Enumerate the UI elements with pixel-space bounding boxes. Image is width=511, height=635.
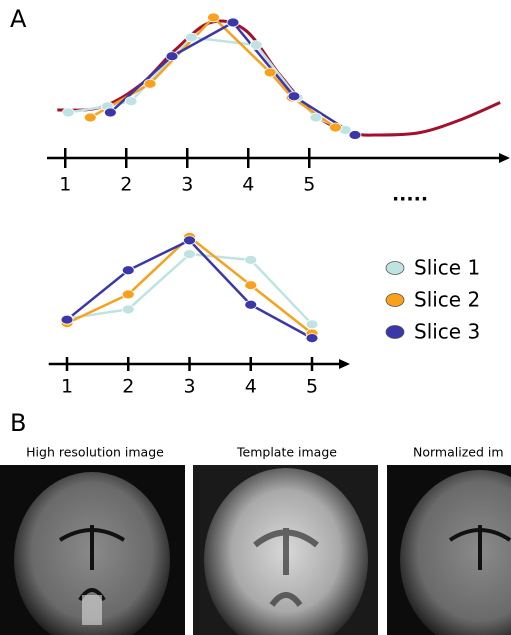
data-point <box>329 122 342 133</box>
data-point <box>61 107 75 118</box>
data-point <box>124 96 138 107</box>
data-point <box>305 319 319 330</box>
legend-label: Slice 2 <box>414 288 480 312</box>
data-point <box>183 249 196 260</box>
data-point <box>244 254 258 265</box>
annotation: ..... <box>392 184 428 206</box>
data-point <box>183 235 196 246</box>
data-point <box>249 40 263 50</box>
x-tick-label: 4 <box>245 376 257 398</box>
data-point <box>305 333 319 344</box>
data-point <box>121 304 135 315</box>
legend-marker <box>385 293 405 307</box>
x-tick-label: 1 <box>61 376 73 398</box>
axis-arrow <box>339 359 350 369</box>
x-tick-label: 5 <box>306 376 318 398</box>
data-point <box>121 265 135 276</box>
data-point <box>244 299 258 310</box>
data-point <box>103 107 117 118</box>
data-point <box>244 280 258 291</box>
data-point <box>263 67 277 78</box>
image-panel <box>0 465 511 635</box>
x-tick-label: 3 <box>181 174 193 196</box>
data-point <box>207 12 220 23</box>
image-title: High resolution image <box>26 445 164 460</box>
x-tick-label: 2 <box>120 174 132 196</box>
data-point <box>83 112 97 123</box>
legend-label: Slice 1 <box>414 256 480 280</box>
panel-label: A <box>10 5 27 33</box>
data-point <box>348 130 362 140</box>
axis-arrow <box>499 153 510 163</box>
legend-marker <box>385 325 405 339</box>
data-point <box>165 51 179 62</box>
data-point <box>60 314 74 325</box>
x-tick-label: 5 <box>303 174 315 196</box>
image-title: Template image <box>236 445 337 460</box>
data-point <box>309 112 323 123</box>
series-line <box>89 15 337 129</box>
data-point <box>143 78 157 89</box>
legend-marker <box>385 261 405 275</box>
image-title: Normalized im <box>413 445 504 460</box>
x-tick-label: 2 <box>122 376 134 398</box>
data-point <box>185 32 198 43</box>
x-tick-label: 3 <box>183 376 195 398</box>
data-point <box>121 289 135 300</box>
x-tick-label: 1 <box>59 174 71 196</box>
data-point <box>287 91 301 102</box>
x-tick-label: 4 <box>242 174 254 196</box>
panel-label: B <box>10 409 26 437</box>
legend-label: Slice 3 <box>414 320 480 344</box>
data-point <box>226 17 240 28</box>
